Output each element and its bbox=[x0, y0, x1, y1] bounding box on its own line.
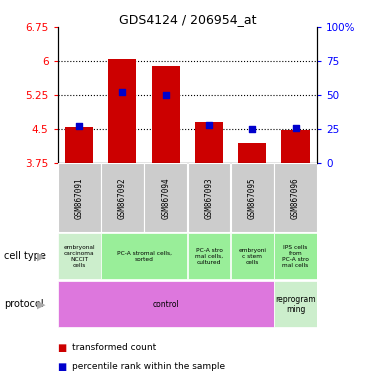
Text: PC-A stro
mal cells,
cultured: PC-A stro mal cells, cultured bbox=[195, 248, 223, 265]
Bar bbox=[231, 163, 274, 232]
Bar bbox=[101, 163, 144, 232]
Point bbox=[206, 122, 212, 128]
Bar bbox=[58, 281, 274, 327]
Title: GDS4124 / 206954_at: GDS4124 / 206954_at bbox=[119, 13, 256, 26]
Bar bbox=[195, 122, 223, 163]
Text: reprogram
ming: reprogram ming bbox=[275, 295, 316, 314]
Bar bbox=[188, 233, 230, 280]
Text: ■: ■ bbox=[58, 362, 67, 372]
Bar bbox=[65, 127, 93, 163]
Bar bbox=[152, 66, 180, 163]
Text: GSM867096: GSM867096 bbox=[291, 177, 300, 218]
Text: transformed count: transformed count bbox=[72, 343, 157, 352]
Bar bbox=[108, 59, 137, 163]
Text: embryoni
c stem
cells: embryoni c stem cells bbox=[238, 248, 266, 265]
Point bbox=[249, 126, 255, 132]
Text: PC-A stromal cells,
sorted: PC-A stromal cells, sorted bbox=[116, 251, 171, 262]
Point bbox=[119, 89, 125, 95]
Bar bbox=[274, 281, 317, 327]
Bar bbox=[274, 163, 317, 232]
Text: embryonal
carcinoma
NCCIT
cells: embryonal carcinoma NCCIT cells bbox=[63, 245, 95, 268]
Bar bbox=[58, 233, 101, 280]
Point bbox=[76, 123, 82, 129]
Point bbox=[163, 92, 169, 98]
Bar bbox=[188, 163, 230, 232]
Text: GSM867092: GSM867092 bbox=[118, 177, 127, 218]
Bar bbox=[238, 143, 266, 163]
Text: cell type: cell type bbox=[4, 251, 46, 262]
Bar bbox=[101, 233, 187, 280]
Text: ■: ■ bbox=[58, 343, 67, 353]
Text: protocol: protocol bbox=[4, 299, 43, 310]
Bar bbox=[282, 130, 310, 163]
Bar bbox=[231, 233, 274, 280]
Text: control: control bbox=[152, 300, 179, 309]
Bar bbox=[274, 233, 317, 280]
Point bbox=[293, 125, 299, 131]
Text: IPS cells
from
PC-A stro
mal cells: IPS cells from PC-A stro mal cells bbox=[282, 245, 309, 268]
Text: ▶: ▶ bbox=[37, 251, 46, 262]
Text: ▶: ▶ bbox=[37, 299, 46, 310]
Text: GSM867095: GSM867095 bbox=[248, 177, 257, 218]
Text: GSM867091: GSM867091 bbox=[75, 177, 83, 218]
Text: GSM867094: GSM867094 bbox=[161, 177, 170, 218]
Text: GSM867093: GSM867093 bbox=[204, 177, 213, 218]
Bar bbox=[58, 163, 101, 232]
Bar bbox=[144, 163, 187, 232]
Text: percentile rank within the sample: percentile rank within the sample bbox=[72, 362, 226, 371]
